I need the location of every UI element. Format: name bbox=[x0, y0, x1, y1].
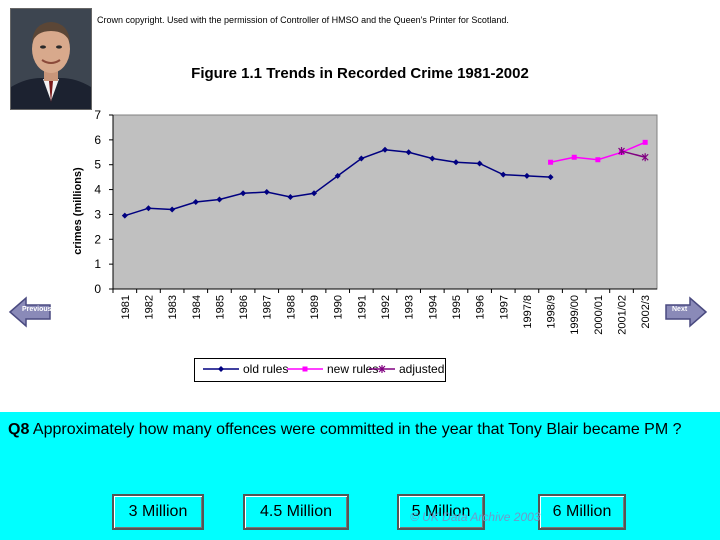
watermark: © UK Data Archive 2003 bbox=[410, 510, 541, 524]
data-point-old-rules bbox=[476, 160, 483, 167]
data-point-old-rules bbox=[192, 199, 199, 205]
answer-button-2[interactable]: 4.5 Million bbox=[243, 494, 349, 530]
legend-swatch-adjusted bbox=[369, 365, 395, 373]
legend-swatch-old-rules bbox=[203, 366, 239, 372]
x-tick-label: 1997/8 bbox=[522, 295, 534, 329]
data-point-old-rules bbox=[382, 146, 388, 153]
politician-portrait bbox=[10, 8, 92, 110]
legend-label-adjusted: adjusted bbox=[399, 362, 445, 376]
data-point-old-rules bbox=[405, 149, 412, 156]
answer-button-1[interactable]: 3 Million bbox=[112, 494, 204, 530]
x-tick-label: 1992 bbox=[380, 295, 392, 319]
left-arrow-icon bbox=[8, 296, 51, 328]
x-tick-label: 2001/02 bbox=[617, 295, 629, 335]
data-point-old-rules bbox=[263, 189, 270, 196]
x-tick-label: 1982 bbox=[143, 295, 155, 319]
data-point-adjusted bbox=[618, 147, 625, 156]
copyright-notice: Crown copyright. Used with the permissio… bbox=[97, 15, 509, 25]
data-point-old-rules bbox=[145, 205, 152, 212]
x-tick-label: 1986 bbox=[238, 295, 250, 319]
data-point-new-rules bbox=[571, 154, 577, 160]
data-point-old-rules bbox=[547, 174, 554, 181]
data-point-old-rules bbox=[452, 159, 459, 166]
y-tick-label: 0 bbox=[94, 282, 101, 296]
portrait-image bbox=[11, 9, 91, 109]
y-tick-label: 1 bbox=[94, 257, 101, 271]
answer-button-3[interactable]: 5 Million bbox=[397, 494, 485, 530]
question-number: Q8 bbox=[8, 421, 30, 438]
data-point-old-rules bbox=[169, 206, 176, 213]
legend-label-old-rules: old rules bbox=[243, 362, 289, 376]
x-tick-label: 2002/3 bbox=[640, 295, 652, 329]
x-tick-label: 1989 bbox=[309, 295, 321, 319]
y-tick-label: 4 bbox=[94, 183, 101, 197]
legend-item-adjusted: adjusted bbox=[369, 362, 444, 376]
data-point-old-rules bbox=[240, 190, 247, 197]
data-point-old-rules bbox=[121, 212, 128, 219]
y-tick-label: 3 bbox=[94, 207, 101, 221]
data-point-new-rules bbox=[642, 139, 648, 145]
x-tick-label: 1990 bbox=[333, 295, 345, 319]
right-arrow-icon bbox=[665, 296, 708, 328]
question-body: Approximately how many offences were com… bbox=[29, 421, 682, 438]
previous-label: Previous bbox=[22, 306, 52, 313]
question-panel: Q8 Approximately how many offences were … bbox=[0, 412, 720, 540]
legend-item-old-rules: old rules bbox=[203, 362, 288, 376]
chart-title: Figure 1.1 Trends in Recorded Crime 1981… bbox=[191, 65, 529, 82]
chart-legend: old rules new rules adjusted bbox=[194, 358, 446, 382]
x-tick-label: 1994 bbox=[427, 295, 439, 319]
legend-swatch-new-rules bbox=[287, 366, 323, 372]
x-tick-label: 1999/00 bbox=[569, 295, 581, 335]
y-tick-label: 7 bbox=[94, 108, 101, 122]
x-tick-label: 1988 bbox=[285, 295, 297, 319]
crime-trend-chart: 0 1 2 3 4 5 6 7 1981 1982 1983 1984 1985 1986 1987 1988… bbox=[94, 108, 658, 335]
x-tick-label: 1996 bbox=[475, 295, 487, 319]
data-point-old-rules bbox=[523, 172, 530, 179]
y-tick-label: 5 bbox=[94, 158, 101, 172]
question-text: Q8 Approximately how many offences were … bbox=[8, 420, 708, 440]
answer-button-4[interactable]: 6 Million bbox=[538, 494, 626, 530]
previous-button[interactable]: Previous bbox=[8, 296, 52, 328]
data-point-new-rules bbox=[595, 157, 601, 163]
next-button[interactable]: Next bbox=[664, 296, 708, 328]
x-tick-label: 1993 bbox=[404, 295, 416, 319]
x-tick-label: 1998/9 bbox=[546, 295, 558, 329]
data-point-old-rules bbox=[334, 172, 341, 179]
data-point-old-rules bbox=[216, 196, 223, 203]
data-point-old-rules bbox=[429, 155, 436, 162]
x-tick-label: 1984 bbox=[191, 295, 203, 319]
y-tick-label: 6 bbox=[94, 133, 101, 147]
x-tick-label: 1985 bbox=[214, 295, 226, 319]
legend-item-new-rules: new rules bbox=[287, 362, 378, 376]
x-tick-label: 2000/01 bbox=[593, 295, 605, 335]
data-point-old-rules bbox=[287, 194, 294, 201]
x-tick-label: 1991 bbox=[356, 295, 368, 319]
x-tick-label: 1981 bbox=[120, 295, 132, 319]
x-tick-label: 1997 bbox=[498, 295, 510, 319]
y-tick-label: 2 bbox=[94, 232, 101, 246]
legend-label-new-rules: new rules bbox=[327, 362, 379, 376]
data-point-old-rules bbox=[500, 171, 507, 178]
x-tick-label: 1995 bbox=[451, 295, 463, 319]
x-tick-label: 1983 bbox=[167, 295, 179, 319]
data-point-new-rules bbox=[548, 159, 554, 165]
data-point-old-rules bbox=[358, 155, 365, 162]
data-point-adjusted bbox=[641, 153, 649, 162]
series-line-adjusted bbox=[621, 150, 646, 158]
x-tick-label: 1987 bbox=[262, 295, 274, 319]
next-label: Next bbox=[672, 306, 688, 313]
data-point-old-rules bbox=[311, 190, 318, 197]
